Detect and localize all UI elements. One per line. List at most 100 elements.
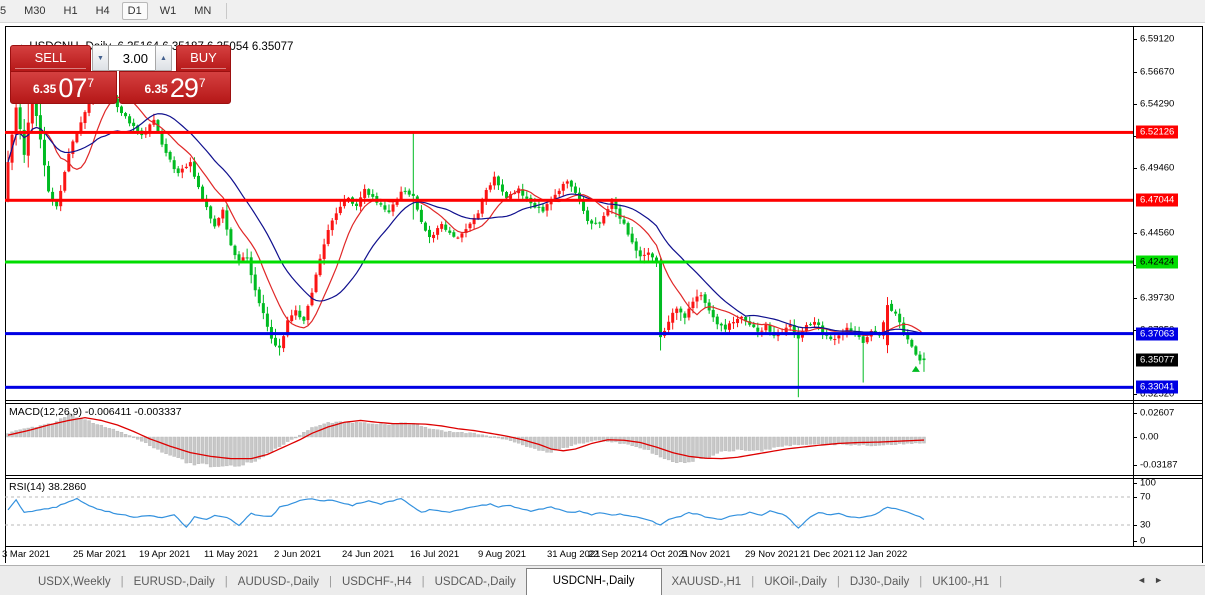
tab-separator: | xyxy=(421,576,425,588)
rsi-tick-mark xyxy=(1133,497,1137,498)
price-tick-label: 6.44560 xyxy=(1140,227,1175,239)
sell-button[interactable]: SELL xyxy=(10,45,91,73)
date-label: 14 Oct 2021 xyxy=(637,549,689,560)
rsi-indicator-canvas[interactable] xyxy=(5,479,1133,546)
scroll-left-icon[interactable]: ◄ xyxy=(1137,575,1155,585)
buy-price-sup: 7 xyxy=(198,76,206,90)
price-tick-mark xyxy=(1133,297,1137,299)
date-label: 9 Aug 2021 xyxy=(478,549,527,560)
date-label: 11 May 2021 xyxy=(204,549,259,560)
price-chart-canvas[interactable] xyxy=(5,27,1133,400)
price-tick-mark xyxy=(1133,265,1137,267)
price-tick-label: 6.32520 xyxy=(1140,388,1175,400)
date-label: 3 Mar 2021 xyxy=(2,549,51,560)
buy-button[interactable]: BUY xyxy=(176,45,231,73)
chart-tab-dj30-daily[interactable]: DJ30-,Daily xyxy=(849,576,910,588)
date-label: 12 Jan 2022 xyxy=(855,549,908,560)
rsi-tick-mark xyxy=(1133,541,1137,542)
date-label: 21 Dec 2021 xyxy=(800,549,854,560)
macd-tick-label: 0.02607 xyxy=(1140,407,1175,419)
rsi-tick-mark xyxy=(1133,483,1137,484)
ohlc-close: 6.35077 xyxy=(251,41,294,53)
rsi-name: RSI(14) xyxy=(9,481,46,493)
timeframe-button-mn[interactable]: MN xyxy=(194,5,212,17)
toolbar-separator xyxy=(226,3,228,19)
timeframe-button-d1[interactable]: D1 xyxy=(121,2,148,20)
tab-separator: | xyxy=(224,576,228,588)
date-label: 16 Jul 2021 xyxy=(410,549,460,560)
tab-separator: | xyxy=(120,576,124,588)
buy-price-display[interactable]: 6.35297 xyxy=(119,71,231,104)
scroll-right-icon[interactable]: ► xyxy=(1154,575,1171,585)
last-price-badge: 6.35077 xyxy=(1136,353,1179,367)
sell-button-underline xyxy=(15,68,86,69)
chart-tab-usdcnh-daily[interactable]: USDCNH-,Daily xyxy=(525,568,662,595)
price-tick-mark xyxy=(1133,136,1137,138)
buy-price-big: 29 xyxy=(169,73,199,103)
chart-tab-usdx-weekly[interactable]: USDX,Weekly xyxy=(38,576,111,588)
price-tick-label: 6.56670 xyxy=(1140,66,1175,78)
sell-price-display[interactable]: 6.35077 xyxy=(10,71,117,104)
buy-price-small: 6.35 xyxy=(144,82,168,96)
sell-price-small: 6.35 xyxy=(32,82,57,96)
buy-button-underline xyxy=(181,68,226,69)
price-axis-separator xyxy=(1133,26,1134,546)
rsi-label: RSI(14) 38.2860 xyxy=(9,481,86,493)
sell-price-sup: 7 xyxy=(87,76,95,90)
volume-increase-button[interactable]: ▲ xyxy=(155,45,172,71)
main-panel-bottom-border xyxy=(5,400,1203,401)
price-line-badge: 6.42424 xyxy=(1136,255,1179,269)
chart-tab-xauusd-h1[interactable]: XAUUSD-,H1 xyxy=(671,576,742,588)
chart-tab-audusd-daily[interactable]: AUDUSD-,Daily xyxy=(237,576,319,588)
tab-separator: | xyxy=(836,576,840,588)
macd-tick-mark xyxy=(1133,437,1137,438)
price-tick-label: 6.49460 xyxy=(1140,162,1175,174)
macd-tick-label: 0.00 xyxy=(1140,431,1159,443)
rsi-tick-mark xyxy=(1133,525,1137,526)
rsi-tick-label: 100 xyxy=(1140,477,1156,489)
chevron-down-icon: ▼ xyxy=(97,54,104,62)
price-tick-mark xyxy=(1133,394,1137,396)
date-label: 22 Sep 2021 xyxy=(588,549,642,560)
tab-separator: | xyxy=(328,576,332,588)
chart-frame-left-border xyxy=(5,26,6,563)
chart-tab-usdcad-daily[interactable]: USDCAD-,Daily xyxy=(434,576,516,588)
volume-decrease-button[interactable]: ▼ xyxy=(92,45,109,71)
volume-input[interactable] xyxy=(109,45,155,71)
macd-tick-mark xyxy=(1133,413,1137,414)
chart-tab-usdchf-h4[interactable]: USDCHF-,H4 xyxy=(341,576,412,588)
price-tick-label: 6.39730 xyxy=(1140,292,1175,304)
price-tick-mark xyxy=(1133,71,1137,73)
timeframe-button-h4[interactable]: H4 xyxy=(95,5,110,17)
tabbar-scroll-arrows: ◄► xyxy=(1137,575,1171,585)
timeframe-button-h1[interactable]: H1 xyxy=(63,5,78,17)
chart-tab-ukoil-daily[interactable]: UKOil-,Daily xyxy=(764,576,827,588)
macd-tick-mark xyxy=(1133,465,1137,466)
macd-panel-top-border xyxy=(5,403,1203,404)
volume-spinner: ▼ ▲ xyxy=(92,45,172,71)
macd-name: MACD(12,26,9) xyxy=(9,406,82,418)
chart-tab-eurusd-daily[interactable]: EURUSD-,Daily xyxy=(133,576,215,588)
chart-frame-top-border xyxy=(5,26,1203,27)
price-tick-mark xyxy=(1133,329,1137,331)
buy-button-label: BUY xyxy=(190,50,217,65)
tab-separator: | xyxy=(919,576,923,588)
sell-button-label: SELL xyxy=(34,50,67,65)
date-label: 5 Nov 2021 xyxy=(682,549,731,560)
price-tick-label: 6.54290 xyxy=(1140,98,1175,109)
price-line-badge: 6.33041 xyxy=(1136,380,1179,394)
date-label: 25 Mar 2021 xyxy=(73,549,127,560)
rsi-value: 38.2860 xyxy=(48,481,87,493)
timeframe-button-w1[interactable]: W1 xyxy=(159,5,177,17)
rsi-panel-bottom-border xyxy=(5,546,1203,547)
timeframe-button-5[interactable]: 5 xyxy=(0,5,7,17)
date-label: 2 Jun 2021 xyxy=(274,549,322,560)
chart-tab-uk100-h1[interactable]: UK100-,H1 xyxy=(932,576,990,588)
one-click-trading-panel: SELL ▼ ▲ BUY 6.35077 6.35297 xyxy=(10,45,231,104)
rsi-tick-label: 30 xyxy=(1140,519,1151,531)
timeframe-button-m30[interactable]: M30 xyxy=(24,5,46,17)
macd-values: -0.006411 -0.003337 xyxy=(84,406,182,418)
macd-indicator-canvas[interactable] xyxy=(5,404,1133,475)
rsi-tick-label: 0 xyxy=(1140,535,1146,547)
